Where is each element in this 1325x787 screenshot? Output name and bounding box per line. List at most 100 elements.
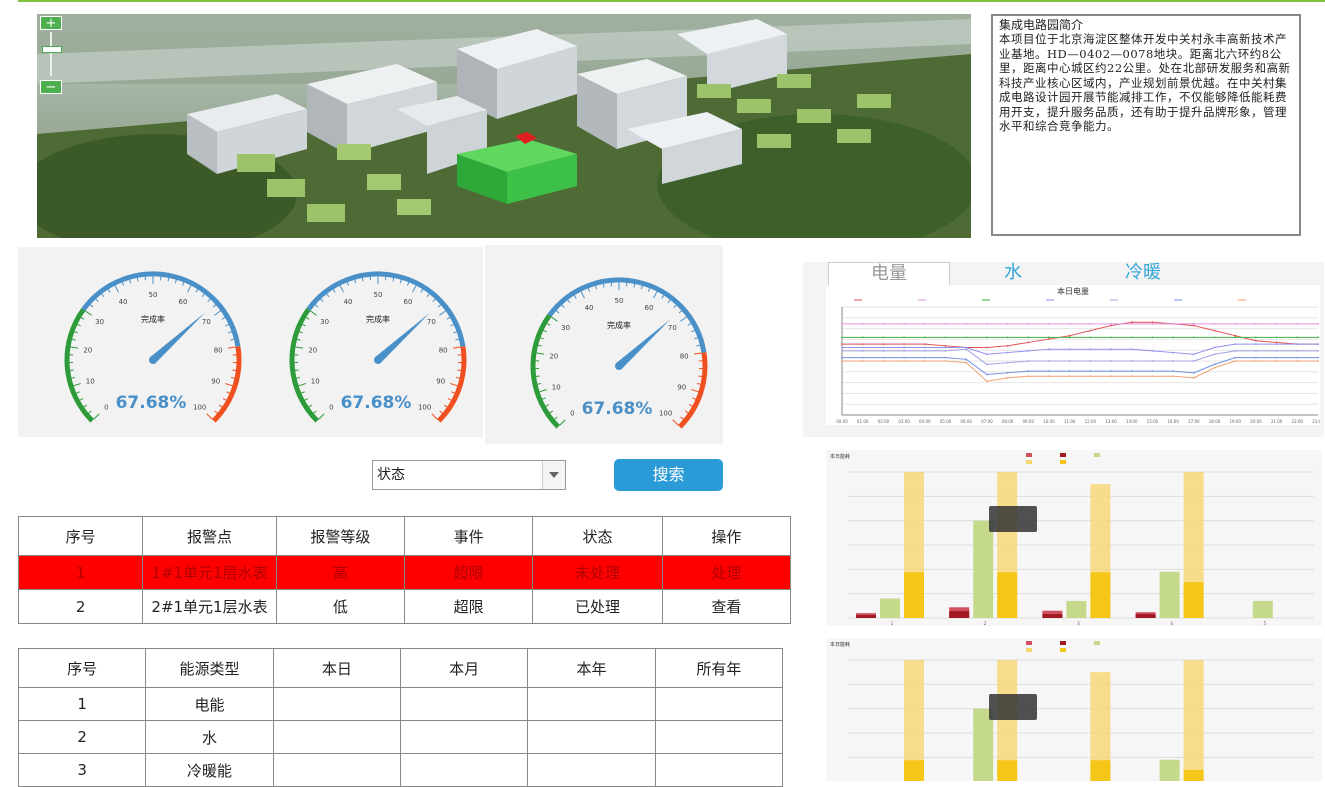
gauge-tick: [668, 300, 670, 303]
x-tick-label: 4: [1170, 621, 1173, 626]
data-point: [1193, 372, 1195, 374]
bar: [1160, 760, 1180, 781]
data-point: [903, 343, 905, 345]
tab-water[interactable]: 水: [953, 262, 1073, 284]
data-point: [986, 363, 988, 365]
legend-swatch: [1094, 641, 1100, 645]
table-cell: 高: [276, 556, 404, 590]
data-point: [1234, 360, 1236, 362]
data-point: [1193, 353, 1195, 355]
table-row[interactable]: 3 冷暖能: [19, 754, 783, 787]
gauge-tick: [697, 383, 701, 384]
gauge-tick-label: 30: [320, 318, 329, 326]
tab-electricity[interactable]: 电量: [828, 262, 950, 285]
data-point: [1172, 360, 1174, 362]
gauge-tick: [455, 339, 459, 340]
aerial-map[interactable]: [37, 14, 971, 238]
data-point: [903, 360, 905, 362]
data-point: [965, 358, 967, 360]
zoom-slider-handle[interactable]: [42, 46, 62, 53]
x-tick-label: 14:00: [1126, 419, 1138, 424]
data-point: [1172, 375, 1174, 377]
gauge-tick: [232, 370, 236, 371]
gauge-tick: [122, 282, 123, 286]
search-button[interactable]: 搜索: [614, 459, 723, 491]
gauge-tick-label: 0: [570, 410, 574, 418]
data-point: [1131, 375, 1133, 377]
gauge-tick: [694, 338, 698, 339]
gauge-tick-label: 60: [404, 298, 413, 306]
data-point: [862, 347, 864, 349]
energy-table-header: 序号 能源类型 本日 本月 本年 所有年: [19, 649, 783, 688]
data-point: [1193, 336, 1195, 338]
gauge-tick-label: 20: [83, 347, 92, 355]
data-point: [841, 357, 843, 359]
col-header: 本年: [528, 649, 655, 688]
data-point: [986, 380, 988, 382]
data-point: [1276, 360, 1278, 362]
view-link[interactable]: 查看: [662, 590, 790, 624]
gauge-tick: [673, 420, 679, 426]
data-point: [862, 360, 864, 362]
data-point: [1234, 336, 1236, 338]
bar: [1042, 614, 1062, 618]
table-row[interactable]: 1 电能: [19, 688, 783, 721]
zoom-in-button[interactable]: +: [40, 16, 62, 30]
handle-link[interactable]: 处理: [662, 556, 790, 590]
col-header: 报警等级: [276, 517, 404, 556]
gauge-tick: [413, 285, 417, 292]
data-point: [965, 347, 967, 349]
table-row[interactable]: 1 1#1单元1层水表 高 超限 未处理 处理: [19, 556, 791, 590]
data-point: [986, 374, 988, 376]
gauge-tick: [400, 279, 401, 283]
data-point: [882, 323, 884, 325]
data-point: [1255, 336, 1257, 338]
table-row[interactable]: 2 2#1单元1层水表 低 超限 已处理 查看: [19, 590, 791, 624]
table-row[interactable]: 2 水: [19, 721, 783, 754]
legend-swatch: [1026, 460, 1032, 464]
col-header: 本月: [400, 649, 527, 688]
gauge-tick-label: 10: [311, 377, 320, 385]
data-point: [1110, 323, 1112, 325]
data-point: [1317, 323, 1319, 325]
x-tick-label: 04:00: [919, 419, 931, 424]
tab-heating-cooling[interactable]: 冷暖: [1083, 262, 1203, 284]
gauge-tick: [551, 317, 557, 322]
bar: [973, 521, 993, 618]
bar: [1184, 582, 1204, 618]
gauge-tick: [444, 405, 447, 407]
table-cell: [273, 688, 400, 721]
gauge-hub: [615, 362, 623, 370]
status-select-value: 状态: [377, 467, 405, 483]
zoom-track[interactable]: [50, 32, 52, 76]
gauge-value: 67.68%: [116, 393, 187, 413]
gauge-arc-mid: [83, 274, 238, 347]
gauge-label: 完成率: [366, 314, 390, 324]
gauge-tick: [347, 282, 348, 286]
gauge-tick-label: 0: [104, 404, 108, 412]
data-point: [1048, 336, 1050, 338]
gauge-tick: [76, 392, 80, 394]
gauge-tick: [545, 405, 549, 407]
data-point: [882, 347, 884, 349]
gauge-tick: [70, 347, 78, 348]
data-point: [1007, 377, 1009, 379]
gauge-tick: [81, 317, 84, 319]
gauge-tick: [306, 317, 309, 319]
gauge-tick: [694, 353, 702, 354]
gauge-tick-label: 70: [202, 318, 211, 326]
zoom-out-button[interactable]: −: [40, 80, 62, 94]
gauge-tick: [447, 317, 450, 319]
gauge-tick: [320, 299, 323, 302]
data-point: [986, 336, 988, 338]
gauge-tick: [581, 291, 585, 298]
data-point: [1089, 336, 1091, 338]
x-tick-label: 01:00: [857, 419, 869, 424]
data-point: [1048, 323, 1050, 325]
status-select[interactable]: 状态: [372, 460, 566, 490]
data-point: [1027, 323, 1029, 325]
data-point: [903, 323, 905, 325]
gauge-tick-label: 30: [95, 318, 104, 326]
